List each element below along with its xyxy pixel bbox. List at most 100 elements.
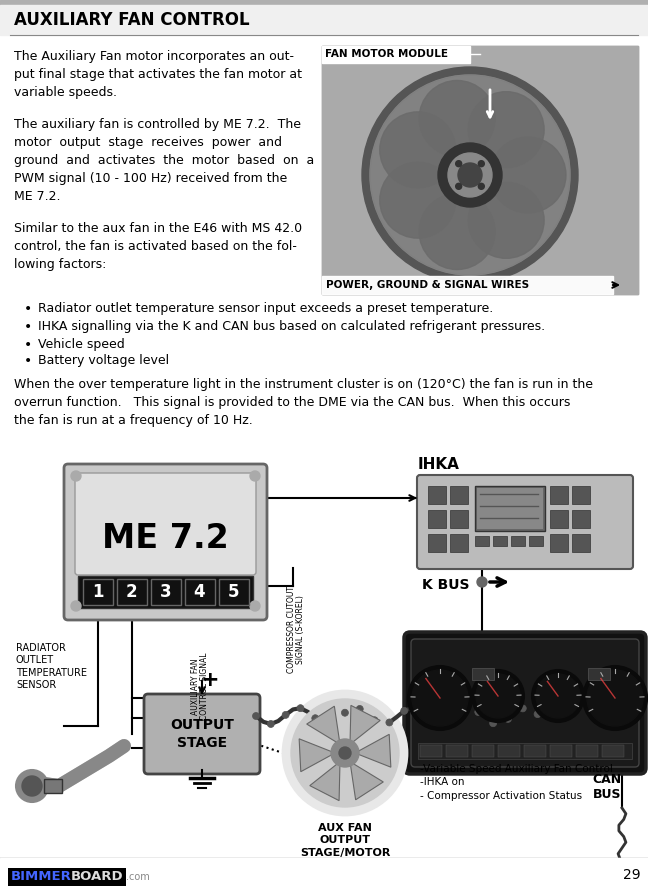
Text: The Auxiliary Fan motor incorporates an out-
put final stage that activates the : The Auxiliary Fan motor incorporates an … bbox=[14, 50, 302, 99]
Circle shape bbox=[282, 712, 289, 718]
Circle shape bbox=[477, 577, 487, 587]
Bar bbox=[322, 276, 613, 294]
Circle shape bbox=[448, 153, 492, 197]
Bar bbox=[572, 510, 590, 528]
Bar bbox=[550, 486, 568, 504]
Bar bbox=[550, 745, 572, 757]
Circle shape bbox=[339, 747, 351, 759]
Text: 2: 2 bbox=[126, 583, 137, 601]
Bar bbox=[428, 510, 446, 528]
Bar bbox=[450, 534, 468, 552]
Circle shape bbox=[534, 711, 541, 718]
FancyBboxPatch shape bbox=[417, 475, 633, 569]
Circle shape bbox=[370, 75, 570, 275]
Text: 1: 1 bbox=[92, 583, 103, 601]
Circle shape bbox=[268, 721, 274, 728]
Bar bbox=[477, 488, 543, 529]
Text: •: • bbox=[24, 320, 32, 334]
Text: BOARD: BOARD bbox=[71, 871, 124, 883]
Text: •: • bbox=[24, 354, 32, 368]
Circle shape bbox=[419, 80, 495, 156]
Polygon shape bbox=[350, 706, 380, 744]
Circle shape bbox=[490, 137, 566, 213]
Bar bbox=[493, 536, 507, 546]
Bar bbox=[602, 745, 624, 757]
Circle shape bbox=[253, 713, 259, 720]
Polygon shape bbox=[299, 739, 335, 772]
Circle shape bbox=[478, 161, 484, 167]
Circle shape bbox=[283, 691, 407, 815]
Bar bbox=[475, 536, 489, 546]
Text: Radiator outlet temperature sensor input exceeds a preset temperature.: Radiator outlet temperature sensor input… bbox=[38, 302, 493, 315]
Circle shape bbox=[490, 720, 496, 727]
Bar bbox=[322, 46, 638, 294]
Circle shape bbox=[415, 706, 422, 714]
Bar bbox=[0, 0, 648, 5]
Bar bbox=[450, 510, 468, 528]
Circle shape bbox=[478, 184, 484, 189]
Text: •: • bbox=[24, 302, 32, 316]
Text: COMMON-COMMON: COMMON-COMMON bbox=[435, 726, 518, 735]
Circle shape bbox=[380, 162, 456, 238]
Text: RADIATOR
OUTLET
TEMPERATURE
SENSOR: RADIATOR OUTLET TEMPERATURE SENSOR bbox=[16, 643, 87, 690]
Text: OUTPUT
STAGE: OUTPUT STAGE bbox=[170, 718, 234, 749]
Circle shape bbox=[22, 776, 42, 796]
Text: Vehicle speed: Vehicle speed bbox=[38, 338, 125, 351]
Bar bbox=[475, 486, 545, 531]
Circle shape bbox=[370, 75, 570, 275]
Bar bbox=[428, 534, 446, 552]
Bar bbox=[82, 579, 113, 605]
Bar bbox=[418, 743, 632, 759]
Circle shape bbox=[456, 161, 461, 167]
Bar bbox=[218, 579, 248, 605]
Text: AUX FAN
OUTPUT
STAGE/MOTOR: AUX FAN OUTPUT STAGE/MOTOR bbox=[300, 823, 390, 858]
Bar bbox=[44, 779, 62, 793]
Circle shape bbox=[445, 717, 452, 724]
Text: IHKA signalling via the K and CAN bus based on calculated refrigerant pressures.: IHKA signalling via the K and CAN bus ba… bbox=[38, 320, 545, 333]
Bar bbox=[322, 46, 470, 63]
Circle shape bbox=[472, 670, 524, 722]
Text: COMPRESSOR CUTOUT
SIGNAL (S-KOREL): COMPRESSOR CUTOUT SIGNAL (S-KOREL) bbox=[286, 586, 305, 673]
Text: IHKA  SIGNALINGVIA CAN BUS:
-Variable Speed Auxiliary Fan Control
-IHKA on
- Com: IHKA SIGNALINGVIA CAN BUS: -Variable Spe… bbox=[420, 751, 613, 801]
Bar bbox=[576, 745, 598, 757]
Bar bbox=[117, 579, 146, 605]
Text: When the over temperature light in the instrument cluster is on (120°C) the fan : When the over temperature light in the i… bbox=[14, 378, 593, 427]
Circle shape bbox=[536, 674, 580, 718]
Circle shape bbox=[408, 666, 472, 730]
Circle shape bbox=[371, 717, 378, 723]
Circle shape bbox=[250, 601, 260, 611]
Circle shape bbox=[362, 67, 578, 283]
Circle shape bbox=[412, 670, 468, 726]
Polygon shape bbox=[355, 734, 391, 767]
Bar bbox=[498, 745, 520, 757]
Text: AUXILIARY FAN
CONTROL SIGNAL: AUXILIARY FAN CONTROL SIGNAL bbox=[191, 653, 209, 721]
Circle shape bbox=[386, 719, 393, 726]
Circle shape bbox=[468, 182, 544, 259]
Text: AUXILIARY FAN CONTROL: AUXILIARY FAN CONTROL bbox=[14, 11, 249, 29]
Bar bbox=[0, 858, 648, 892]
Circle shape bbox=[327, 720, 334, 727]
Text: •: • bbox=[24, 338, 32, 352]
Circle shape bbox=[532, 670, 584, 722]
Circle shape bbox=[476, 674, 520, 718]
FancyBboxPatch shape bbox=[411, 639, 639, 767]
Circle shape bbox=[356, 706, 364, 713]
Circle shape bbox=[504, 715, 511, 723]
Circle shape bbox=[419, 194, 495, 269]
Circle shape bbox=[475, 708, 482, 715]
FancyBboxPatch shape bbox=[75, 473, 256, 575]
Circle shape bbox=[71, 471, 81, 481]
FancyBboxPatch shape bbox=[64, 464, 267, 620]
Circle shape bbox=[250, 471, 260, 481]
Text: Battery voltage level: Battery voltage level bbox=[38, 354, 169, 367]
Text: 5: 5 bbox=[227, 583, 239, 601]
Text: FAN MOTOR MODULE: FAN MOTOR MODULE bbox=[325, 49, 448, 59]
Bar bbox=[0, 5, 648, 35]
FancyBboxPatch shape bbox=[404, 632, 646, 774]
Circle shape bbox=[341, 709, 349, 716]
Circle shape bbox=[380, 112, 456, 188]
FancyBboxPatch shape bbox=[144, 694, 260, 774]
Bar bbox=[588, 668, 610, 680]
Bar bbox=[450, 486, 468, 504]
Bar bbox=[472, 745, 494, 757]
